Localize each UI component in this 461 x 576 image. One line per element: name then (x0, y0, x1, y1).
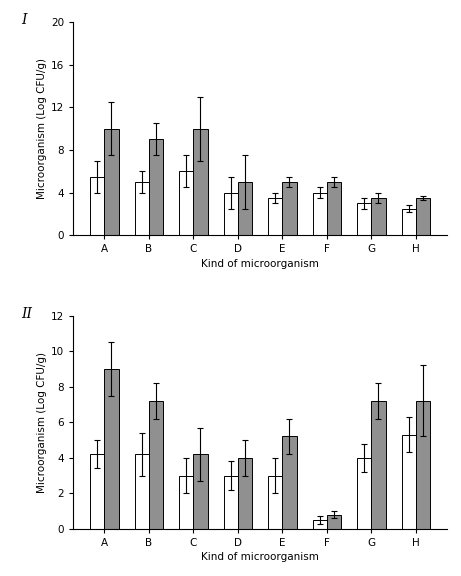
Bar (416, 401, 430, 529)
Bar (357, 203, 372, 236)
Bar (179, 171, 193, 236)
Bar (327, 182, 341, 236)
Bar (193, 128, 207, 236)
Bar (90, 454, 104, 529)
Bar (357, 458, 372, 529)
Bar (238, 458, 252, 529)
Bar (283, 437, 296, 529)
Bar (149, 401, 163, 529)
Bar (327, 515, 341, 529)
Y-axis label: Microorganism (Log CFU/g): Microorganism (Log CFU/g) (37, 58, 47, 199)
Bar (313, 193, 327, 236)
Bar (179, 476, 193, 529)
X-axis label: Kind of microorganism: Kind of microorganism (201, 552, 319, 562)
Bar (313, 520, 327, 529)
Text: I: I (21, 13, 26, 28)
Bar (416, 198, 430, 236)
Bar (238, 182, 252, 236)
Bar (402, 435, 416, 529)
Bar (402, 209, 416, 236)
Bar (224, 193, 238, 236)
Bar (135, 182, 149, 236)
Bar (90, 177, 104, 236)
Bar (104, 128, 118, 236)
Bar (135, 454, 149, 529)
Bar (283, 182, 296, 236)
Bar (149, 139, 163, 236)
Bar (268, 476, 283, 529)
Bar (104, 369, 118, 529)
Bar (268, 198, 283, 236)
Bar (193, 454, 207, 529)
Bar (224, 476, 238, 529)
Bar (372, 401, 385, 529)
Text: II: II (21, 307, 32, 321)
Y-axis label: Microorganism (Log CFU/g): Microorganism (Log CFU/g) (37, 352, 47, 492)
X-axis label: Kind of microorganism: Kind of microorganism (201, 259, 319, 268)
Bar (372, 198, 385, 236)
